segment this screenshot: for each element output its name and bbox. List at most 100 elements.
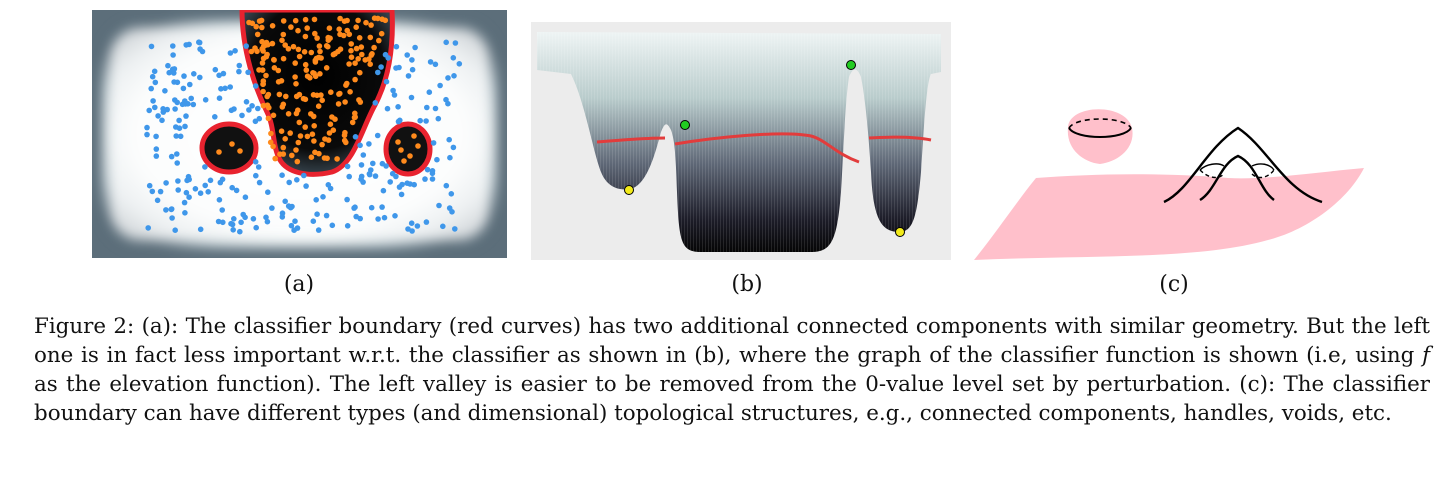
orange-point: [310, 70, 316, 76]
orange-point: [327, 121, 334, 127]
blue-point: [434, 156, 440, 163]
blue-point: [220, 70, 227, 77]
blue-point: [174, 79, 181, 86]
blue-point: [230, 227, 236, 233]
blue-point: [370, 160, 376, 167]
orange-point: [292, 17, 299, 24]
orange-point: [256, 18, 263, 24]
blue-point: [447, 154, 453, 161]
blue-point: [146, 182, 153, 189]
blue-point: [379, 204, 385, 210]
blue-point: [197, 74, 203, 81]
orange-point: [316, 43, 323, 49]
blue-point: [374, 132, 381, 139]
blue-point: [236, 62, 243, 69]
orange-point: [341, 132, 348, 139]
blue-point: [366, 141, 372, 147]
orange-point: [280, 18, 287, 24]
orange-point: [319, 97, 325, 104]
blue-point: [183, 113, 189, 119]
blue-point: [172, 227, 178, 233]
blue-point: [229, 184, 235, 191]
orange-point: [319, 141, 325, 148]
blue-point: [180, 85, 187, 92]
blue-point: [392, 213, 398, 219]
blue-point: [414, 223, 421, 229]
panel-b-svg: [531, 22, 951, 260]
orange-point: [270, 143, 276, 150]
orange-point: [283, 93, 289, 100]
blue-point: [245, 69, 251, 76]
blue-point: [391, 92, 398, 98]
panel-c-topology: [968, 90, 1368, 265]
orange-point: [264, 93, 270, 100]
blue-point: [174, 99, 180, 106]
orange-point: [272, 155, 278, 162]
blue-point: [215, 218, 222, 225]
orange-point: [332, 116, 338, 122]
caption-text-part1: Figure 2: (a): The classifier boundary (…: [34, 314, 1430, 368]
orange-point: [308, 111, 314, 117]
orange-point: [293, 93, 300, 100]
orange-point: [292, 74, 298, 80]
blue-point: [160, 106, 166, 112]
orange-point: [289, 152, 295, 159]
blue-point: [196, 39, 203, 46]
blue-point: [250, 216, 257, 222]
orange-point: [278, 128, 285, 134]
blue-point: [424, 104, 430, 111]
orange-point: [280, 151, 287, 157]
blue-point: [202, 164, 208, 170]
blue-point: [242, 214, 248, 221]
blue-point: [232, 48, 238, 54]
orange-point: [302, 61, 309, 68]
blue-point: [368, 167, 374, 173]
blue-point: [190, 101, 197, 108]
blue-point: [383, 78, 390, 85]
orange-point: [290, 43, 297, 50]
blue-point: [185, 173, 192, 180]
blue-point: [256, 179, 263, 186]
blue-point: [440, 223, 446, 230]
blue-point: [398, 191, 405, 198]
blue-point: [182, 98, 188, 104]
blue-point: [314, 211, 320, 217]
blue-point: [238, 219, 244, 226]
orange-point: [252, 45, 258, 51]
blue-point: [212, 114, 218, 120]
blue-point: [448, 191, 455, 197]
blue-point: [253, 224, 259, 231]
orange-point: [352, 76, 358, 83]
orange-point: [334, 156, 340, 162]
blue-point: [456, 61, 463, 67]
blue-point: [379, 160, 386, 167]
blue-point: [452, 40, 459, 46]
orange-point: [302, 124, 308, 130]
blue-point: [315, 227, 322, 233]
orange-point: [296, 119, 303, 126]
blue-point: [144, 131, 150, 138]
orange-point: [297, 133, 304, 139]
orange-point: [254, 31, 261, 38]
blue-point: [344, 223, 351, 229]
orange-point: [352, 60, 358, 66]
blue-point: [146, 107, 152, 114]
orange-point: [344, 80, 350, 87]
blue-point: [144, 124, 150, 131]
blue-point: [310, 218, 317, 224]
orange-point: [265, 115, 272, 122]
orange-point: [322, 136, 328, 142]
blue-point: [358, 162, 365, 168]
orange-point: [260, 81, 266, 87]
blue-point: [207, 177, 214, 184]
blue-point: [145, 225, 151, 231]
blue-point: [265, 189, 271, 195]
blue-point: [422, 176, 428, 182]
orange-point: [347, 89, 353, 95]
orange-point: [335, 101, 342, 107]
orange-point: [307, 75, 313, 81]
orange-point: [253, 23, 259, 30]
blue-point: [216, 197, 223, 203]
orange-point: [328, 89, 334, 95]
blue-point: [174, 160, 180, 166]
